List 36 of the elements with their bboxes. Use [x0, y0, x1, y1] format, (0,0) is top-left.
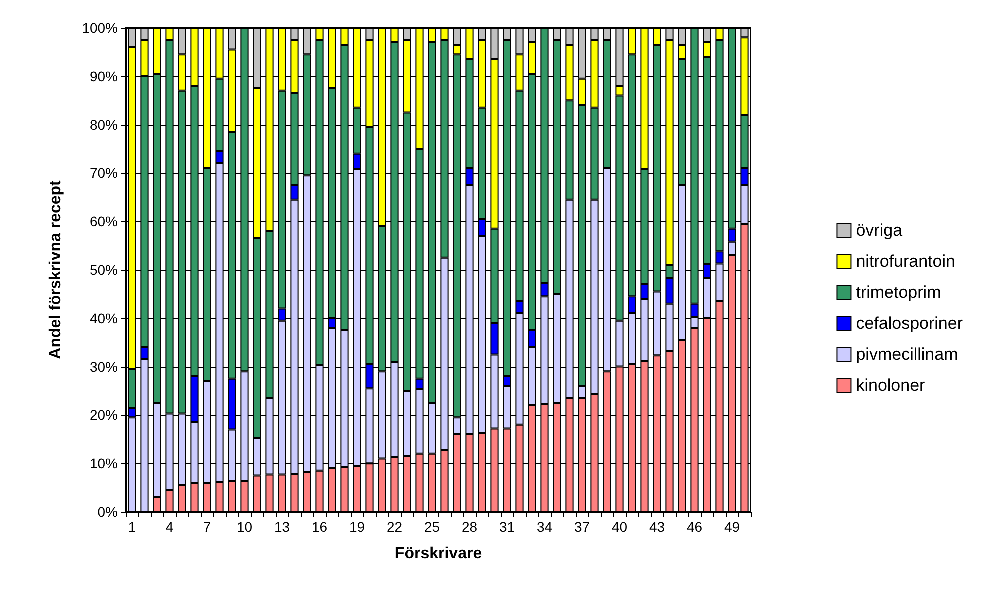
- x-tick-label: 40: [612, 519, 628, 535]
- y-tick-label: 60%: [90, 214, 118, 230]
- x-axis-title: Förskrivare: [394, 546, 482, 562]
- y-tick-label: 0%: [98, 504, 118, 520]
- y-tick-label: 100%: [82, 20, 118, 36]
- x-tick-label: 31: [499, 519, 516, 535]
- y-tick-label: 50%: [90, 262, 118, 278]
- legend-label: övriga: [856, 221, 904, 240]
- x-tick-label: 22: [386, 519, 403, 535]
- x-tick-label: 10: [236, 519, 253, 535]
- y-tick-label: 70%: [90, 165, 118, 182]
- x-tick-label: 19: [349, 519, 366, 535]
- x-tick-label: 4: [166, 519, 174, 535]
- x-tick-label: 13: [274, 519, 290, 535]
- y-axis-title: Andel förskrivna recept: [48, 180, 64, 360]
- x-tick-label: 34: [536, 519, 553, 535]
- legend-label: trimetoprim: [856, 283, 942, 302]
- x-tick-label: 37: [574, 519, 590, 535]
- x-tick-label: 49: [724, 519, 740, 535]
- legend-label: kinoloner: [856, 376, 926, 395]
- y-tick-label: 40%: [90, 310, 118, 326]
- y-tick-label: 30%: [90, 358, 118, 375]
- legend-label: nitrofurantoin: [856, 252, 956, 271]
- x-tick-label: 25: [424, 519, 440, 535]
- x-tick-label: 7: [203, 519, 212, 535]
- y-tick-label: 80%: [90, 116, 118, 133]
- x-tick-label: 16: [312, 519, 328, 535]
- legend-label: cefalosporiner: [856, 314, 964, 333]
- x-tick-label: 1: [128, 519, 136, 535]
- y-tick-label: 90%: [90, 68, 118, 84]
- x-tick-label: 46: [686, 519, 703, 535]
- legend-label: pivmecillinam: [856, 345, 958, 364]
- x-tick-label: 28: [462, 519, 478, 535]
- x-tick-label: 43: [649, 519, 666, 535]
- y-tick-label: 20%: [90, 407, 118, 424]
- y-tick-label: 10%: [90, 456, 118, 472]
